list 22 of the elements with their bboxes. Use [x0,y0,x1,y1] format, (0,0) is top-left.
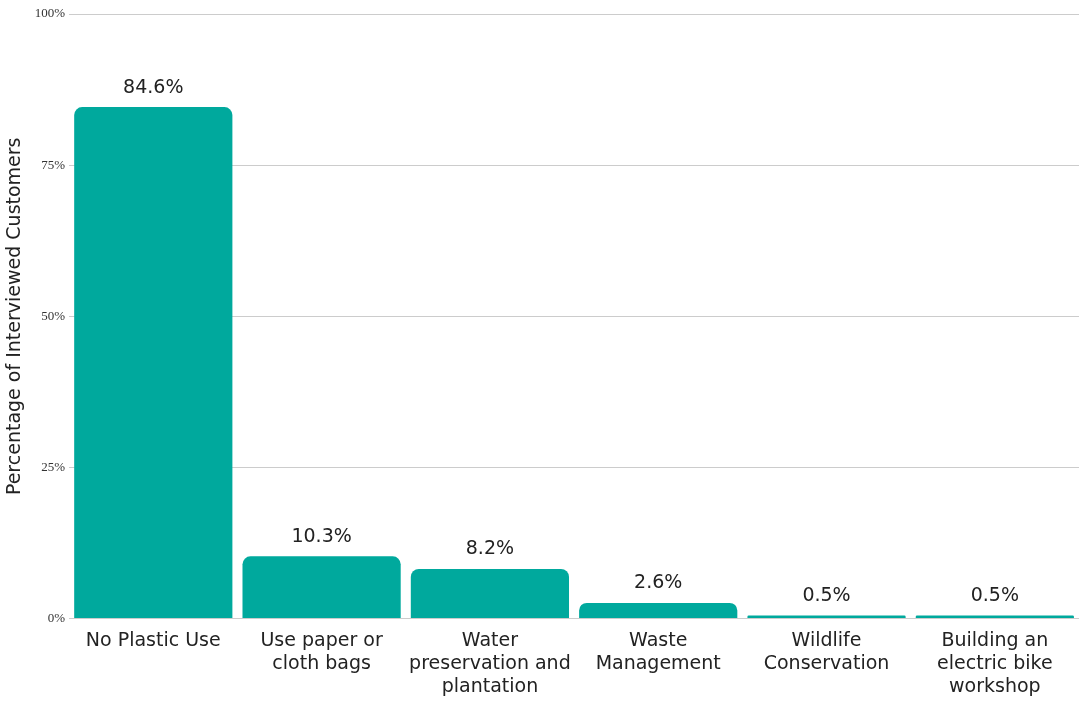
x-tick-label: Waste Management [595,627,721,673]
x-tick-label: Use paper or cloth bags [260,627,383,673]
bar [579,602,738,619]
x-tick-label: Building an electric bike workshop [937,627,1053,696]
y-tick-label: 100% [34,5,66,21]
y-tick-label: 0% [47,610,66,626]
y-tick-label: 75% [41,156,66,172]
bar [242,556,401,619]
y-axis-title: Percentage of Interviewed Customers [2,137,25,496]
x-tick-label: Wildlife Conservation [763,627,890,673]
x-tick-label: Water preservation and plantation [409,627,571,696]
x-tick-label: No Plastic Use [85,627,221,650]
data-label: 0.5% [802,583,851,606]
data-label: 8.2% [465,536,515,559]
data-label: 2.6% [634,570,683,593]
data-label: 10.3% [291,523,352,546]
data-label: 0.5% [970,583,1019,606]
y-tick-label: 50% [41,307,66,323]
y-tick-label: 25% [41,458,66,474]
bar [74,107,233,619]
data-label: 84.6% [123,74,184,97]
bar [410,569,570,619]
